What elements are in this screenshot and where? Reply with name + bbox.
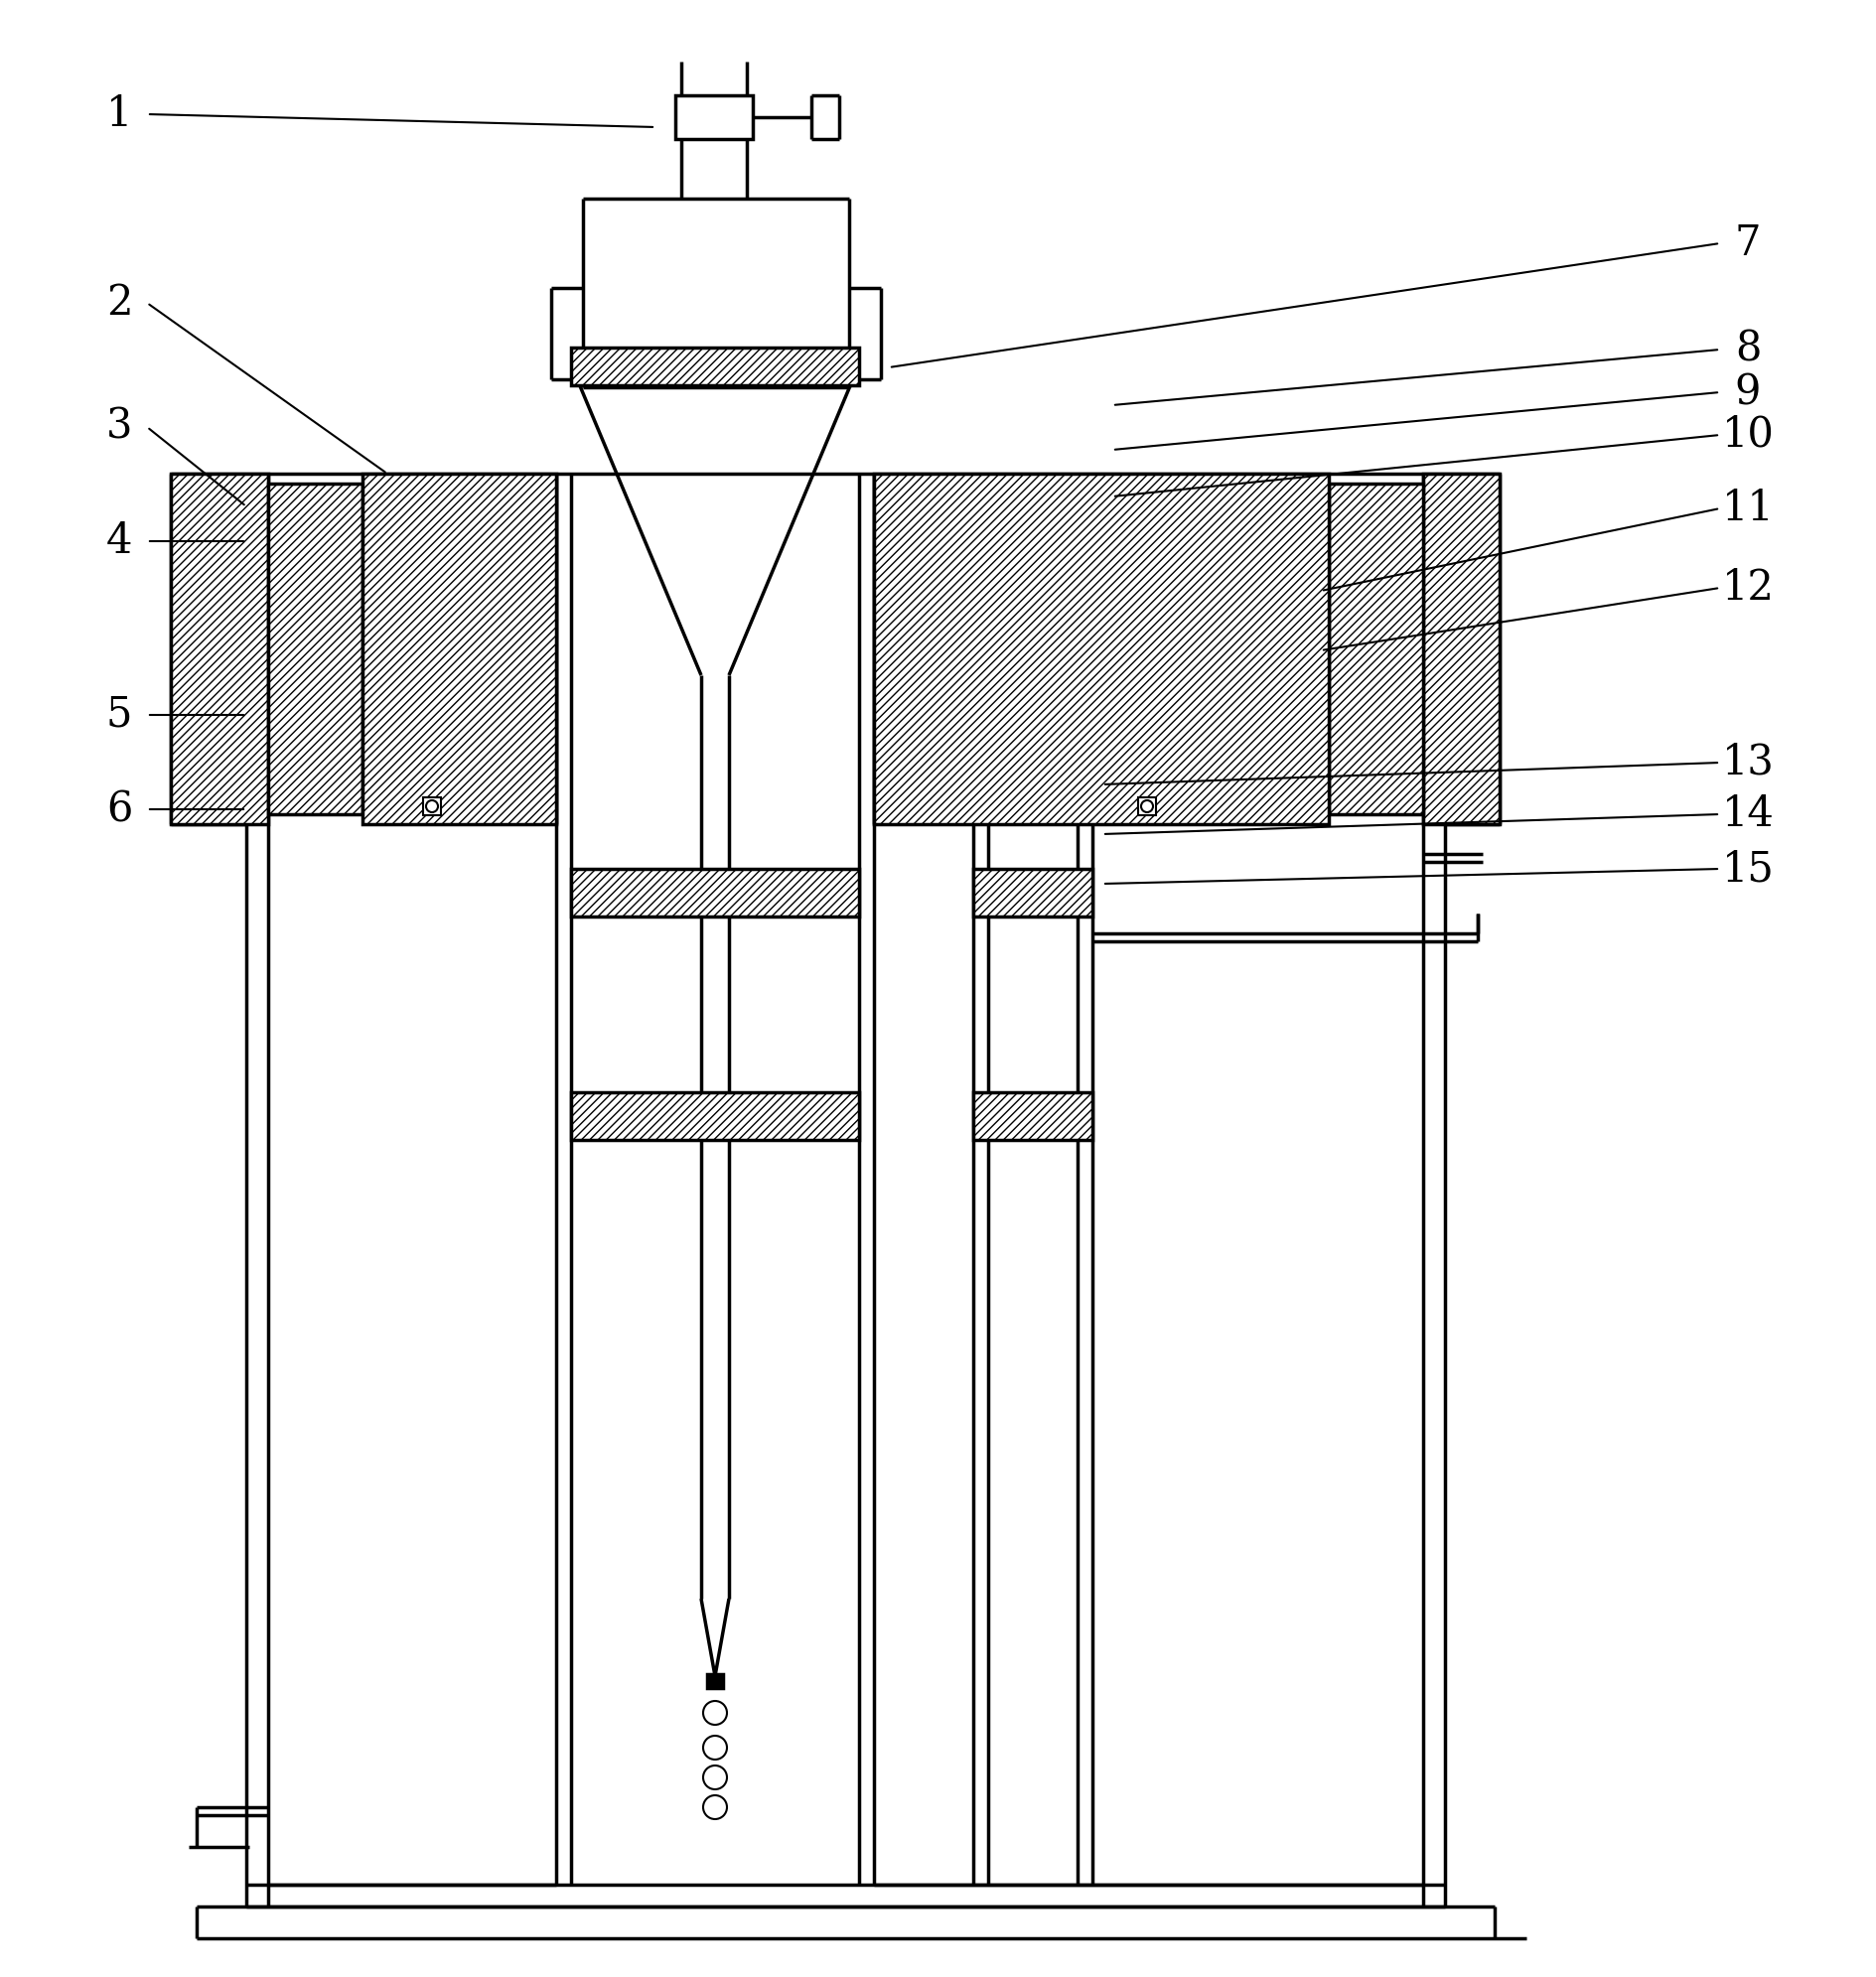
Text: 1: 1: [107, 93, 131, 134]
Bar: [675, 95, 752, 138]
Text: 14: 14: [1720, 793, 1773, 834]
Bar: [268, 484, 362, 815]
Text: 4: 4: [105, 520, 133, 561]
Text: 10: 10: [1720, 413, 1773, 457]
Text: 11: 11: [1720, 488, 1773, 530]
Text: 2: 2: [105, 283, 133, 324]
Bar: [570, 868, 859, 917]
Text: 6: 6: [107, 789, 131, 830]
Bar: [1422, 474, 1499, 824]
Text: 5: 5: [105, 694, 133, 735]
Text: 3: 3: [105, 405, 133, 449]
Text: 12: 12: [1720, 567, 1773, 609]
Text: 9: 9: [1733, 372, 1760, 413]
Bar: [707, 1675, 722, 1688]
Bar: [1328, 484, 1422, 815]
Bar: [362, 474, 555, 824]
Bar: [1137, 797, 1156, 815]
Text: 15: 15: [1720, 848, 1773, 890]
Bar: [874, 474, 1328, 824]
Bar: [974, 868, 1092, 917]
Text: 8: 8: [1733, 328, 1760, 370]
Bar: [171, 474, 268, 824]
Bar: [422, 797, 441, 815]
Bar: [570, 348, 859, 386]
Text: 7: 7: [1733, 223, 1760, 265]
Text: 13: 13: [1720, 741, 1773, 783]
Bar: [974, 1091, 1092, 1141]
Bar: [570, 1091, 859, 1141]
